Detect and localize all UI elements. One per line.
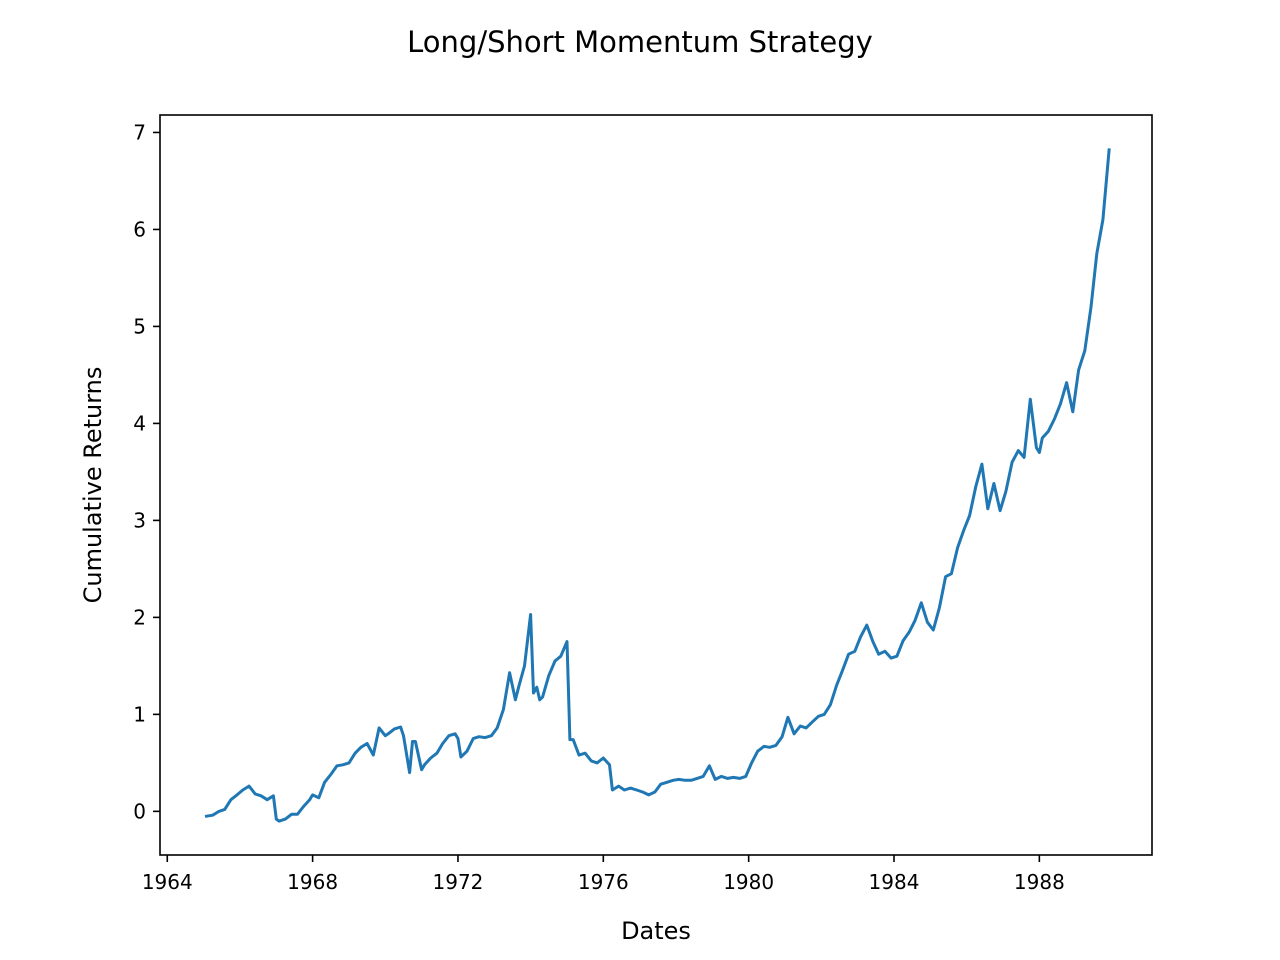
y-tick-label: 5 xyxy=(133,314,146,338)
series-line-cumulative-returns xyxy=(204,148,1111,823)
x-tick-label: 1984 xyxy=(869,870,920,894)
x-tick-label: 1964 xyxy=(142,870,193,894)
y-tick-label: 4 xyxy=(133,411,146,435)
chart-title: Long/Short Momentum Strategy xyxy=(407,25,873,59)
plot-area xyxy=(159,114,1153,856)
x-axis: 1964 1968 1972 1976 1980 1984 1988 xyxy=(142,855,1065,894)
x-tick-label: 1976 xyxy=(578,870,629,894)
y-tick-label: 6 xyxy=(133,217,146,241)
y-tick-label: 1 xyxy=(133,702,146,726)
x-tick-label: 1972 xyxy=(433,870,484,894)
y-axis-label: Cumulative Returns xyxy=(79,367,107,604)
y-tick-label: 3 xyxy=(133,508,146,532)
x-tick-label: 1988 xyxy=(1014,870,1065,894)
x-tick-label: 1968 xyxy=(287,870,338,894)
x-axis-label: Dates xyxy=(621,917,691,945)
y-tick-label: 0 xyxy=(133,799,146,823)
y-axis: 0 1 2 3 4 5 6 7 xyxy=(133,120,160,823)
y-tick-label: 2 xyxy=(133,605,146,629)
y-tick-label: 7 xyxy=(133,120,146,144)
x-tick-label: 1980 xyxy=(723,870,774,894)
